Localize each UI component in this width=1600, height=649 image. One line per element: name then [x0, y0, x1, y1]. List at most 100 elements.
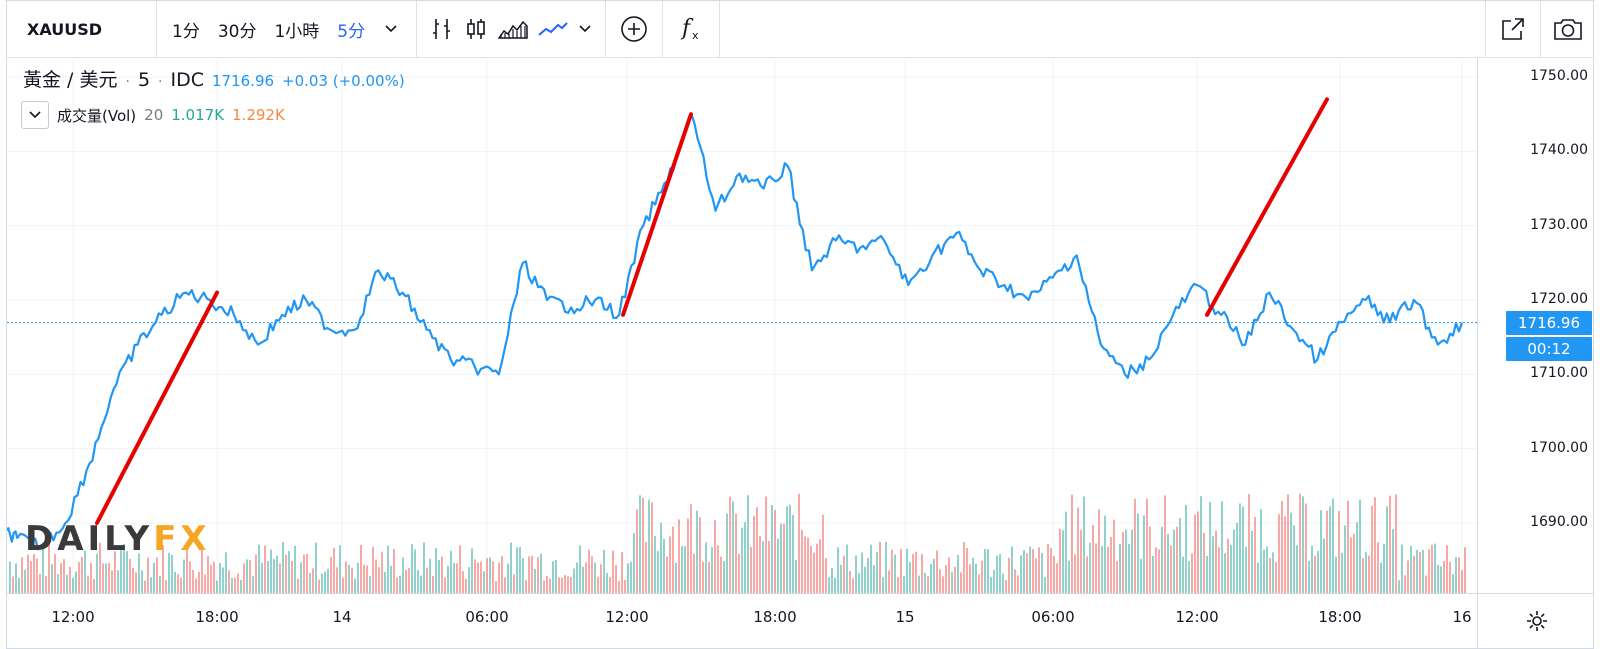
- volume-bar: [1206, 555, 1208, 593]
- volume-bar: [1266, 546, 1268, 593]
- volume-bar: [927, 576, 929, 593]
- volume-bar: [813, 552, 815, 593]
- volume-bar: [225, 552, 227, 593]
- volume-bar: [1122, 532, 1124, 593]
- volume-bar: [1389, 495, 1391, 593]
- volume-bar: [1119, 543, 1121, 593]
- volume-bar: [1317, 551, 1319, 593]
- volume-bar: [1011, 546, 1013, 593]
- volume-bar: [921, 554, 923, 593]
- volume-bar: [357, 562, 359, 593]
- volume-bar: [252, 576, 254, 593]
- volume-bar: [603, 549, 605, 593]
- camera-icon[interactable]: [1540, 1, 1593, 57]
- volume-bar: [1062, 530, 1064, 593]
- bar-chart-icon[interactable]: [425, 9, 459, 49]
- volume-bar: [429, 558, 431, 593]
- volume-bar: [198, 571, 200, 593]
- volume-bar: [1251, 530, 1253, 593]
- volume-bar: [1314, 555, 1316, 593]
- time-tick-label: 12:00: [605, 608, 649, 626]
- volume-bar: [1215, 530, 1217, 593]
- volume-bar: [774, 509, 776, 593]
- time-tick-label: 14: [332, 608, 352, 626]
- collapse-legend-button[interactable]: [21, 101, 49, 129]
- chevron-down-icon[interactable]: [573, 9, 597, 49]
- timeframe-1m[interactable]: 1分: [172, 21, 200, 42]
- volume-bar: [1083, 496, 1085, 593]
- line-chart-icon[interactable]: [533, 9, 573, 49]
- volume-bar: [1167, 533, 1169, 593]
- volume-bar: [204, 574, 206, 593]
- chart-settings-button[interactable]: [1477, 593, 1593, 648]
- volume-bar: [1098, 509, 1100, 593]
- volume-bar: [450, 550, 452, 593]
- volume-bar: [132, 568, 134, 593]
- volume-bar: [294, 545, 296, 593]
- volume-bar: [1263, 549, 1265, 593]
- volume-bar: [264, 545, 266, 593]
- price-chart[interactable]: [7, 57, 1477, 593]
- volume-bar: [858, 573, 860, 593]
- volume-bar: [1029, 546, 1031, 593]
- volume-bar: [243, 563, 245, 593]
- volume-bar: [1383, 543, 1385, 593]
- volume-bar: [768, 540, 770, 593]
- volume-bar: [489, 557, 491, 593]
- candles-icon[interactable]: [459, 9, 493, 49]
- volume-bar: [1323, 538, 1325, 593]
- volume-bar: [345, 561, 347, 593]
- chart-pane[interactable]: [7, 57, 1477, 593]
- volume-bar: [1146, 498, 1148, 593]
- add-compare-icon[interactable]: [606, 9, 662, 49]
- volume-bar: [585, 562, 587, 593]
- toolbar-divider: [416, 1, 418, 57]
- volume-bar: [1350, 537, 1352, 593]
- volume-bar: [1416, 550, 1418, 593]
- volume-bar: [1134, 498, 1136, 593]
- volume-bar: [1419, 551, 1421, 593]
- volume-bar: [414, 549, 416, 593]
- volume-bar: [975, 563, 977, 593]
- popout-icon[interactable]: [1485, 1, 1540, 57]
- volume-bar: [618, 580, 620, 593]
- volume-bar: [546, 576, 548, 593]
- volume-bar: [909, 562, 911, 593]
- volume-bar: [1041, 552, 1043, 593]
- area-chart-icon[interactable]: [493, 9, 533, 49]
- volume-bar: [93, 579, 95, 593]
- volume-bar: [795, 559, 797, 593]
- volume-bar: [36, 558, 38, 593]
- timeframe-30m[interactable]: 30分: [217, 21, 257, 42]
- price-axis[interactable]: 1716.96 00:12 1750.00 1740.00 1730.00 1720.…: [1477, 57, 1593, 593]
- volume-bar: [1209, 501, 1211, 593]
- timeframe-5m[interactable]: 5分: [337, 21, 366, 42]
- volume-bar: [1008, 557, 1010, 593]
- volume-bar: [324, 571, 326, 593]
- volume-bar: [855, 555, 857, 593]
- volume-bar: [801, 530, 803, 593]
- volume-bar: [537, 557, 539, 593]
- volume-bar: [738, 553, 740, 593]
- symbol-search[interactable]: XAUUSD: [7, 1, 157, 57]
- legend-interval: 5: [137, 69, 151, 91]
- volume-bar: [399, 575, 401, 593]
- chevron-down-icon[interactable]: [374, 9, 408, 49]
- volume-bar: [1104, 515, 1106, 593]
- volume-bar: [1071, 494, 1073, 593]
- volume-bar: [159, 575, 161, 593]
- volume-bar: [69, 566, 71, 593]
- volume-bar: [117, 570, 119, 593]
- volume-bar: [1179, 517, 1181, 593]
- volume-bar: [783, 523, 785, 593]
- volume-bar: [1233, 529, 1235, 593]
- timeframe-1h[interactable]: 1小時: [274, 21, 320, 42]
- chart-style-group: [417, 9, 605, 49]
- time-axis[interactable]: 12:00 18:00 14 06:00 12:00 18:00 15 06:00 12:00 1…: [7, 593, 1477, 648]
- volume-bar: [627, 563, 629, 593]
- logo-fx: FX: [153, 519, 211, 559]
- volume-bar: [759, 535, 761, 593]
- volume-bar: [699, 517, 701, 593]
- volume-bar: [378, 567, 380, 593]
